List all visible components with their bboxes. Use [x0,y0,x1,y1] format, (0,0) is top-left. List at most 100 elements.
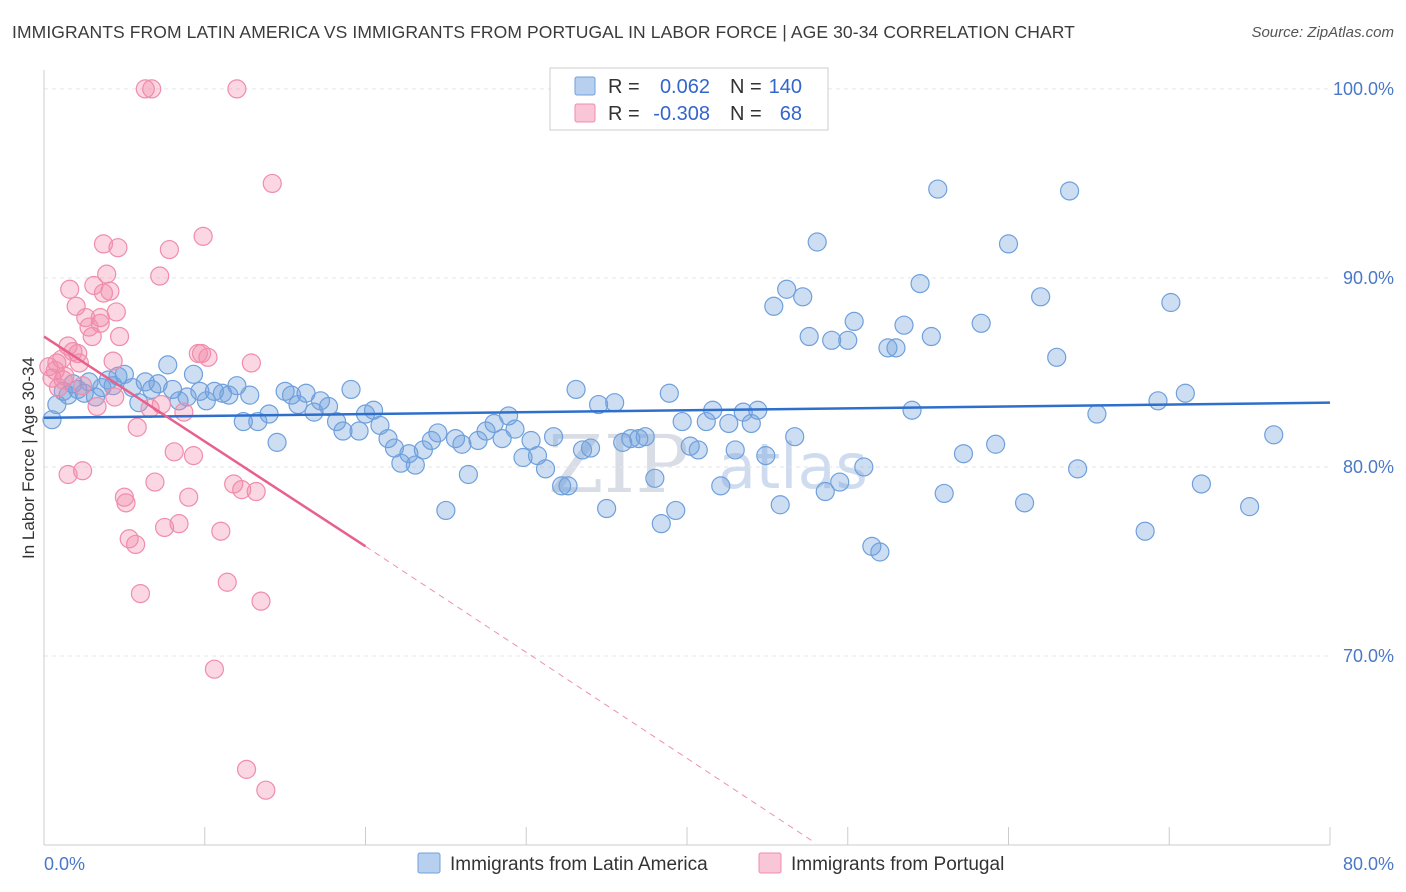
legend-n-label-2: N = [730,103,762,125]
data-point [251,591,271,611]
legend-n-value-1: 140 [769,76,802,98]
data-point [1148,391,1168,411]
data-point [513,447,533,468]
series-legend-label-blue: Immigrants from Latin America [450,854,708,875]
data-point [1087,404,1107,424]
data-point [1031,287,1051,307]
data-point [799,326,819,347]
x-tick-marks [204,827,1331,845]
data-point [605,393,625,413]
data-point [109,326,130,347]
data-point [227,376,247,396]
series-legend-label-pink: Immigrants from Portugal [791,854,1004,875]
correlation-legend: R = 0.062 N = 140 R = -0.308 N = 68 [549,67,829,131]
data-point [651,514,671,534]
data-point [148,374,168,394]
data-point [1059,181,1080,201]
data-point [154,517,175,538]
trend-line-portugal-extrapolated [365,545,816,844]
data-point [399,444,419,464]
data-point [621,428,641,449]
legend-swatch-pink [574,103,596,123]
data-point [436,500,456,521]
data-point [785,427,805,447]
data-point [236,759,257,779]
data-point [183,364,204,384]
data-point [1264,425,1284,445]
data-point [106,302,126,322]
data-point [262,173,282,194]
data-point [90,313,110,333]
data-point [378,428,398,449]
data-point [764,296,784,316]
data-point [535,459,556,479]
data-point [151,394,171,415]
gridlines [44,88,1330,657]
chart-title: IMMIGRANTS FROM LATIN AMERICA VS IMMIGRA… [12,22,1075,42]
legend-r-label-2: R = [608,103,640,125]
data-point [1014,493,1035,513]
data-point [100,281,120,301]
x-tick-label-min: 0.0% [44,854,85,874]
source-credit: Source: ZipAtlas.com [1251,24,1394,41]
data-point [998,234,1019,254]
data-point [566,379,586,400]
data-point [97,264,117,284]
data-point [159,239,179,260]
data-point [572,440,593,460]
data-point [645,468,665,488]
data-point [341,379,361,400]
data-point [333,421,353,441]
data-point [108,238,128,258]
series-legend: Immigrants from Latin America Immigrants… [417,852,1004,875]
data-point [886,338,906,358]
data-point [986,434,1006,454]
data-point [902,400,922,420]
data-point [878,338,898,358]
data-point [1047,347,1067,367]
data-point [452,434,472,454]
series-latin-america-points [42,179,1284,562]
data-point [543,427,564,447]
data-point [928,179,948,199]
data-point [458,464,478,485]
y-tick-label: 80.0% [1343,457,1394,477]
data-point [711,476,731,496]
data-point [934,483,954,504]
data-point [240,385,260,405]
data-point [672,411,692,432]
data-point [756,446,776,466]
data-point [552,476,572,496]
data-point [870,542,890,562]
data-point [227,79,247,99]
data-point [58,464,78,485]
data-point [326,411,347,432]
series-legend-swatch-pink [758,852,782,874]
data-point [558,476,578,496]
data-point [793,287,813,307]
trend-line-portugal [43,335,367,548]
data-point [72,376,93,396]
data-point [130,583,151,604]
data-point [421,430,442,451]
data-point [90,308,110,328]
y-tick-label: 100.0% [1333,79,1394,99]
data-point [921,326,941,347]
legend-r-value-2: -0.308 [653,103,710,125]
data-point [248,411,268,432]
data-point [505,419,525,439]
data-point [1068,459,1088,479]
data-point [580,438,601,458]
data-point [838,330,858,350]
data-point [1191,474,1212,494]
data-point [217,572,237,592]
data-point [659,383,679,403]
data-point [910,273,930,294]
data-point [74,383,94,403]
data-point [854,457,874,477]
series-portugal-points [39,79,282,800]
data-point [1135,521,1155,541]
data-point [183,446,204,466]
watermark-zip: ZIP [548,418,689,511]
data-point [733,402,753,422]
